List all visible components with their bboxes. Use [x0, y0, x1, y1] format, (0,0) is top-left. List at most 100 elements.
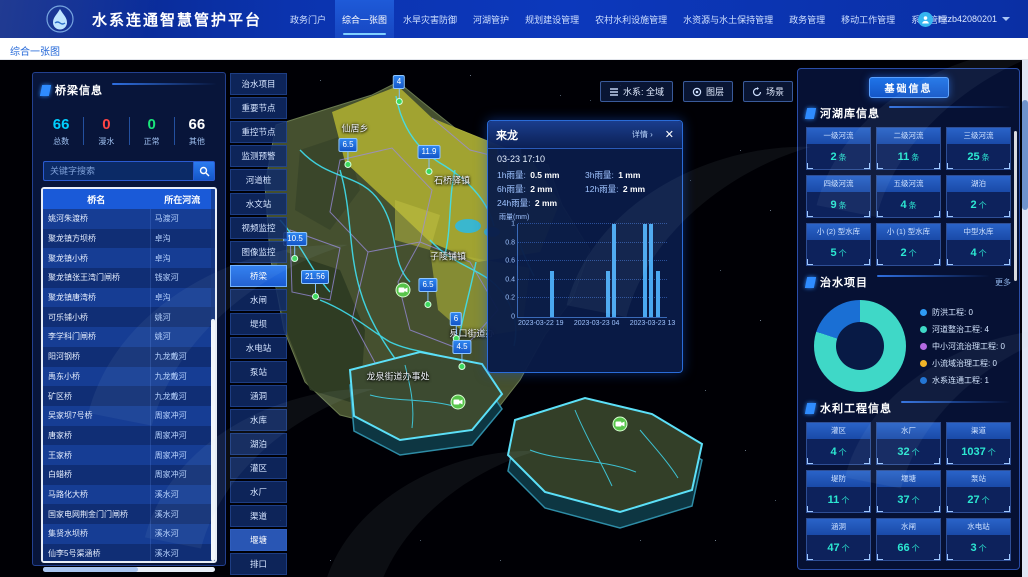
layer-item-重控节点[interactable]: 重控节点: [230, 121, 287, 143]
layer-item-堤坝[interactable]: 堤坝: [230, 313, 287, 335]
close-icon[interactable]: ✕: [664, 129, 674, 141]
popup-detail-link[interactable]: 详情 ›: [631, 130, 653, 139]
card-label: 一级河流: [807, 128, 870, 144]
works-section-title: 水利工程信息: [820, 403, 892, 415]
layer-item-水文站[interactable]: 水文站: [230, 193, 287, 215]
info-card-水厂: 水厂 32 个: [876, 422, 941, 465]
layer-item-水厂[interactable]: 水厂: [230, 481, 287, 503]
section-line: [901, 401, 1011, 403]
layer-item-视频监控[interactable]: 视频监控: [230, 217, 287, 239]
river-cell: 周家冲河: [149, 405, 215, 426]
layer-item-排口[interactable]: 排口: [230, 553, 287, 575]
table-row[interactable]: 聚龙镇方坝桥 卓沟: [43, 228, 215, 249]
water-system-label: 水系: 全域: [623, 87, 665, 97]
water-level-marker[interactable]: 6.5: [418, 278, 438, 308]
layer-item-水库[interactable]: 水库: [230, 409, 287, 431]
table-row[interactable]: 国家电网荆金门门闸桥 溪水河: [43, 504, 215, 524]
table-row[interactable]: 李学科门闸桥 姚河: [43, 327, 215, 347]
layer-item-水电站[interactable]: 水电站: [230, 337, 287, 359]
nav-tab-综合一张图[interactable]: 综合一张图: [335, 0, 395, 38]
breadcrumb[interactable]: 综合一张图: [10, 47, 60, 58]
nav-tab-移动工作管理[interactable]: 移动工作管理: [841, 14, 896, 25]
water-level-marker[interactable]: 6.5: [338, 138, 358, 168]
layer-item-湖泊[interactable]: 湖泊: [230, 433, 287, 455]
page-scrollbar[interactable]: [1022, 60, 1028, 577]
water-level-marker[interactable]: 11.9: [417, 145, 441, 175]
table-row[interactable]: 集贤水坝桥 溪水河: [43, 524, 215, 544]
camera-marker[interactable]: [450, 394, 466, 410]
marker-stem: [461, 354, 463, 364]
table-row[interactable]: 姚河朱渡桥 马渡河: [43, 209, 215, 229]
table-row[interactable]: 王家桥 周家冲河: [43, 445, 215, 465]
layer-item-水闸[interactable]: 水闸: [230, 289, 287, 311]
nav-tab-规划建设管理[interactable]: 规划建设管理: [525, 14, 580, 25]
layer-item-重要节点[interactable]: 重要节点: [230, 97, 287, 119]
water-level-marker[interactable]: 6: [449, 312, 463, 342]
layer-item-图像监控[interactable]: 图像监控: [230, 241, 287, 263]
marker-pin: [458, 363, 466, 370]
table-row[interactable]: 聚龙镇唐湾桥 卓沟: [43, 287, 215, 308]
marker-pin: [395, 98, 403, 105]
nav-tab-水资源与水土保持管理[interactable]: 水资源与水土保持管理: [683, 14, 774, 25]
table-horizontal-scrollbar[interactable]: [43, 567, 215, 572]
breadcrumb-bar: 综合一张图: [0, 38, 1028, 60]
nav-tab-河湖管护[interactable]: 河湖管护: [473, 14, 510, 25]
water-level-marker[interactable]: 10.5: [283, 232, 307, 262]
table-row[interactable]: 仙李5号渠涵桥 溪水河: [43, 543, 215, 561]
card-value: 1037 个: [961, 446, 996, 458]
table-row[interactable]: 马路化大桥 溪水河: [43, 484, 215, 505]
layer-item-泵站[interactable]: 泵站: [230, 361, 287, 383]
nav-tab-政务门户[interactable]: 政务门户: [290, 14, 327, 25]
table-row[interactable]: 白蜡桥 周家冲河: [43, 464, 215, 485]
layer-item-灌区[interactable]: 灌区: [230, 457, 287, 479]
search-button[interactable]: [193, 161, 215, 181]
layer-item-桥梁[interactable]: 桥梁: [230, 265, 287, 287]
marker-value: 6.5: [418, 278, 438, 292]
scene-button[interactable]: 场景: [743, 81, 794, 102]
search-input[interactable]: [43, 161, 193, 181]
marker-pin: [344, 161, 352, 168]
layer-item-涵洞[interactable]: 涵洞: [230, 385, 287, 407]
table-row[interactable]: 可乐铺小桥 姚河: [43, 307, 215, 328]
layer-item-河道桩[interactable]: 河道桩: [230, 169, 287, 191]
camera-marker[interactable]: [612, 416, 628, 432]
river-cell: 九龙戴河: [149, 346, 215, 367]
table-vertical-scrollbar[interactable]: [211, 189, 215, 561]
more-link[interactable]: 更多: [995, 277, 1011, 287]
table-row[interactable]: 阳河钢桥 九龙戴河: [43, 346, 215, 367]
info-card-水闸: 水闸 66 个: [876, 518, 941, 561]
nav-tab-政务管理[interactable]: 政务管理: [789, 14, 826, 25]
basic-info-tab[interactable]: 基础信息: [868, 77, 949, 98]
panel-scrollbar[interactable]: [1014, 131, 1017, 281]
river-cell: 九龙戴河: [149, 366, 215, 387]
layer-item-监测预警[interactable]: 监测预警: [230, 145, 287, 167]
layer-item-堰塘[interactable]: 堰塘: [230, 529, 287, 551]
camera-marker[interactable]: [395, 282, 411, 298]
stat-正常: 0 正常: [130, 116, 174, 147]
layer-item-治水项目[interactable]: 治水项目: [230, 73, 287, 95]
table-row[interactable]: 矿区桥 九龙戴河: [43, 386, 215, 406]
table-row[interactable]: 吴家坝7号桥 周家冲河: [43, 405, 215, 426]
info-card-一级河流: 一级河流 2 条: [806, 127, 871, 170]
nav-tab-水旱灾害防御[interactable]: 水旱灾害防御: [403, 14, 458, 25]
scene-icon: [752, 86, 762, 96]
water-level-marker[interactable]: 4: [392, 75, 406, 105]
user-menu[interactable]: hkzb42080201: [917, 9, 1010, 29]
gridline: [518, 241, 667, 243]
chart-y-axis-label: 雨量(mm): [499, 214, 530, 221]
water-level-marker[interactable]: 4.5: [452, 340, 472, 370]
layer-item-渠道[interactable]: 渠道: [230, 505, 287, 527]
table-row[interactable]: 聚龙镇小桥 卓沟: [43, 248, 215, 269]
water-system-selector[interactable]: 水系: 全域: [600, 81, 674, 102]
water-level-marker[interactable]: 21.56: [300, 270, 330, 300]
y-tick-label: 0.2: [505, 294, 515, 302]
marker-stem: [347, 152, 349, 162]
nav-tab-农村水利设施管理[interactable]: 农村水利设施管理: [595, 14, 668, 25]
nav-tabs: 政务门户 综合一张图 水旱灾害防御 河湖管护 规划建设管理 农村水利设施管理 水资源与水土保…: [283, 0, 954, 38]
layers-button[interactable]: 图层: [683, 81, 734, 102]
info-card-水电站: 水电站 3 个: [946, 518, 1011, 561]
table-row[interactable]: 聚龙镇张王湾门闸桥 钱家河: [43, 268, 215, 288]
table-row[interactable]: 禹东小桥 九龙戴河: [43, 366, 215, 387]
table-row[interactable]: 唐家桥 周家冲河: [43, 425, 215, 446]
